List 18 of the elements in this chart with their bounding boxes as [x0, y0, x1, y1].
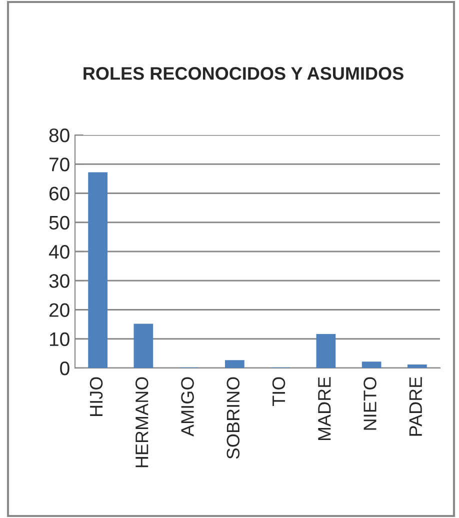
y-tick-label: 80	[49, 128, 70, 142]
x-tick-label: TIO	[272, 377, 286, 406]
y-tick-label: 20	[49, 303, 70, 317]
x-tick-label: PADRE	[409, 377, 422, 436]
chart-title: ROLES RECONOCIDOS Y ASUMIDOS	[84, 67, 404, 80]
y-tick-label: 0	[60, 361, 70, 376]
y-tick-label: 30	[49, 274, 70, 288]
x-tick-label: NIETO	[364, 377, 376, 430]
y-tick-label: 60	[50, 186, 70, 200]
y-tick-label: 50	[49, 216, 70, 230]
x-tick-label: HIJO	[90, 377, 103, 416]
y-tick-label: 40	[48, 244, 70, 259]
x-tick-label: HERMANO	[136, 377, 148, 468]
x-tick-label: SOBRINO	[226, 377, 240, 459]
y-tick-label: 10	[50, 332, 70, 346]
x-tick-label: AMIGO	[181, 377, 194, 436]
x-tick-label: MADRE	[318, 377, 331, 440]
y-tick-label: 70	[50, 158, 70, 172]
